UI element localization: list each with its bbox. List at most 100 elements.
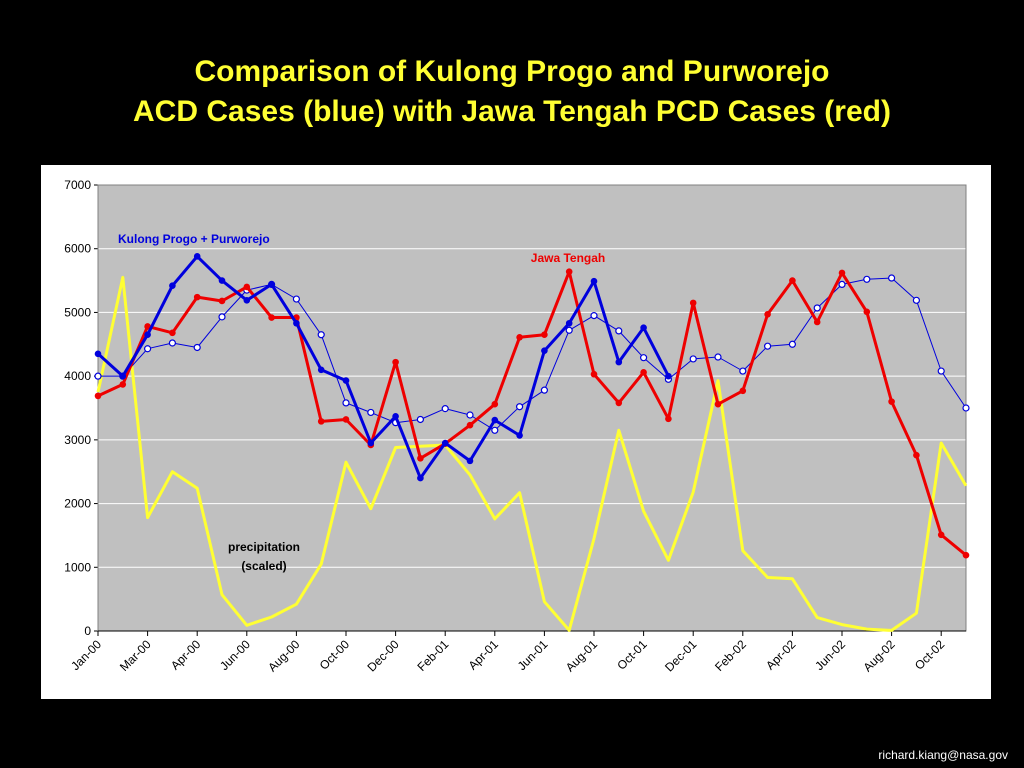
series-0-point [665, 372, 672, 380]
series-0-point [491, 416, 499, 424]
series-group [94, 253, 970, 632]
series-2-point [541, 331, 548, 339]
series-1-point [590, 312, 598, 320]
series-2-point [888, 398, 895, 405]
series-2-point [590, 370, 598, 378]
series-1-point [788, 340, 797, 348]
series-2-point [863, 308, 871, 316]
y-tick-label: 4000 [64, 369, 91, 383]
x-tick-label: Oct-01 [614, 637, 650, 673]
series-2-point [491, 400, 499, 408]
series-2-point [838, 269, 846, 277]
x-tick-label: Aug-02 [860, 637, 897, 674]
x-tick-label: Apr-00 [168, 637, 204, 673]
series-1-point [714, 353, 722, 361]
series-0-point [516, 432, 523, 439]
series-0-point [367, 439, 375, 447]
series-2-point [640, 369, 647, 376]
series-2-point [813, 318, 821, 326]
series-0-point [565, 319, 573, 327]
x-tick-label: Apr-02 [763, 637, 799, 673]
series-0-point [268, 281, 275, 288]
series-2-point [937, 531, 945, 539]
series-1-point [540, 386, 548, 394]
series-2-point [417, 455, 424, 462]
series-0-point [243, 297, 251, 304]
series-1-point [441, 405, 449, 413]
series-1-point [193, 343, 201, 352]
x-tick-label: Aug-01 [563, 637, 600, 674]
series-1-point [565, 326, 573, 334]
x-tick-label: Mar-00 [117, 637, 154, 674]
series-1-point [292, 295, 300, 303]
series-1-point [962, 404, 970, 412]
series-1-point [367, 408, 375, 417]
series-2-point [714, 400, 722, 408]
y-tick-label: 3000 [64, 433, 91, 447]
series-0-point [317, 366, 325, 374]
x-tick-label: Dec-01 [662, 637, 699, 674]
series-0-point [94, 350, 102, 358]
title-line-1: Comparison of Kulong Progo and Purworejo [194, 55, 830, 88]
series-1-point [763, 342, 772, 350]
plot-area-background [98, 185, 966, 631]
series-1-point [168, 339, 176, 347]
series-0-point [466, 457, 474, 465]
series-2-line [97, 270, 967, 557]
series-2-point [466, 421, 474, 429]
x-tick-label: Feb-01 [415, 637, 452, 674]
x-tick-label: Jan-00 [68, 637, 104, 673]
series-2-point [689, 299, 697, 307]
series-0-point [293, 319, 300, 327]
series-1-point [937, 367, 945, 375]
series-2-point [119, 381, 127, 388]
y-tick-label: 0 [84, 624, 91, 638]
x-tick-label: Dec-00 [364, 637, 401, 674]
series-1-point [615, 327, 623, 335]
series-1-point [342, 399, 350, 407]
y-tick-label: 5000 [64, 305, 91, 319]
chart-panel: 0 1000 2000 3000 4000 5000 6000 7000 Jan-00 Mar-0… [41, 165, 991, 699]
series-2-point [169, 329, 176, 337]
annotation-label: Kulong Progo + Purworejo [118, 232, 270, 246]
x-tick-label: Oct-00 [317, 637, 353, 673]
series-0-point [119, 372, 127, 380]
series-1-point [491, 426, 499, 434]
x-tick-label: Jun-02 [812, 637, 848, 673]
series-0-point [193, 253, 201, 260]
series-1-point [739, 367, 747, 375]
series-0-point [615, 358, 623, 366]
y-tick-label: 1000 [64, 560, 91, 574]
series-0-point [392, 412, 399, 420]
x-tick-label: Feb-02 [712, 637, 749, 674]
x-tick-label: Aug-00 [265, 637, 302, 674]
series-1-line [98, 277, 967, 431]
series-2-point [94, 392, 102, 400]
series-1-point [689, 355, 697, 363]
annotation-label: Jawa Tengah [531, 251, 605, 265]
x-tick-label: Jun-00 [217, 637, 253, 673]
series-0-point [541, 347, 548, 354]
series-1-point [813, 304, 821, 312]
series-1-point [416, 415, 424, 424]
title-line-2: ACD Cases (blue) with Jawa Tengah PCD Ca… [133, 95, 891, 128]
series-1-point [143, 345, 152, 353]
series-2-point [342, 416, 350, 423]
series-2-point [665, 415, 672, 423]
annotations-group: Kulong Progo + Purworejo Jawa Tengah preci… [118, 232, 605, 573]
series-2-point [565, 268, 573, 275]
series-1-point [94, 372, 102, 380]
y-tick-label: 6000 [64, 242, 91, 256]
slide-title: Comparison of Kulong Progo and Purworejo… [0, 52, 1024, 132]
series-0-point [342, 377, 350, 384]
series-2-point [218, 297, 226, 305]
series-2-point [764, 311, 771, 318]
x-tick-label: Oct-02 [912, 637, 948, 673]
series-0-point [590, 277, 598, 285]
series-1-point [887, 274, 896, 282]
plot-area-group [98, 184, 966, 631]
y-tick-label: 2000 [64, 497, 91, 511]
series-1-point [466, 411, 474, 419]
line-chart: 0 1000 2000 3000 4000 5000 6000 7000 Jan-00 Mar-0… [64, 178, 970, 674]
x-tick-label: Jun-01 [515, 637, 551, 673]
